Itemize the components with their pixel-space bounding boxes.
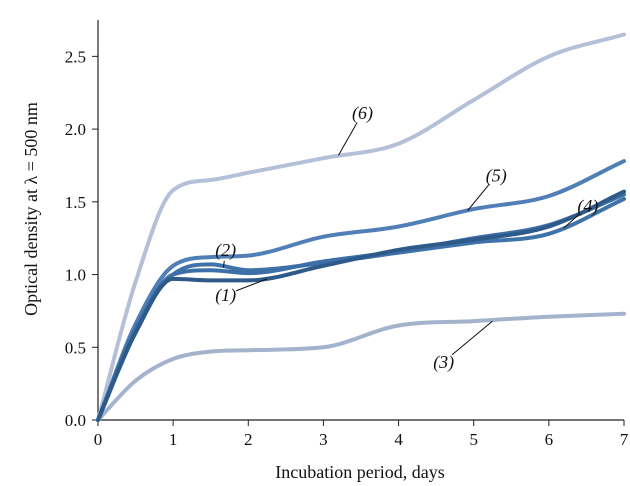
x-tick-label: 2 <box>244 430 253 449</box>
y-tick-label: 2.5 <box>65 47 86 66</box>
y-tick-label: 1.5 <box>65 193 86 212</box>
leader-line <box>235 278 268 292</box>
series-layer <box>96 32 626 422</box>
series-line-6 <box>96 32 626 422</box>
leader-line <box>338 122 358 156</box>
series-label: (5) <box>486 166 507 187</box>
x-tick-label: 6 <box>545 430 554 449</box>
annotation-layer: (1) (2) (3) (4) (5) (6) <box>215 103 598 373</box>
x-tick-label: 4 <box>394 430 403 449</box>
series-label: (3) <box>433 352 454 373</box>
y-tick-label: 0.0 <box>65 411 86 430</box>
series-label: (1) <box>215 285 236 306</box>
leader-line <box>563 213 581 229</box>
series-line-3 <box>96 311 626 422</box>
x-tick-label: 3 <box>319 430 328 449</box>
leader-line <box>223 260 225 268</box>
series-line-1 <box>96 189 626 422</box>
chart-axes: 0.0 0.5 1.0 1.5 2.0 2.5 0 1 2 3 4 5 6 7 <box>65 20 629 449</box>
series-label: (2) <box>215 240 236 261</box>
leader-line <box>467 183 490 211</box>
series-label: (4) <box>577 196 598 217</box>
x-tick-label: 1 <box>169 430 178 449</box>
x-tick-label: 0 <box>94 430 103 449</box>
y-tick-label: 1.0 <box>65 266 86 285</box>
y-axis-title: Optical density at λ = 500 nm <box>21 102 41 316</box>
x-tick-label: 5 <box>469 430 478 449</box>
x-tick-label: 7 <box>620 430 629 449</box>
x-axis-title: Incubation period, days <box>275 462 444 482</box>
y-tick-label: 0.5 <box>65 338 86 357</box>
series-label: (6) <box>352 103 373 124</box>
leader-line <box>451 320 493 356</box>
y-tick-label: 2.0 <box>65 120 86 139</box>
series-line-5 <box>96 159 626 422</box>
